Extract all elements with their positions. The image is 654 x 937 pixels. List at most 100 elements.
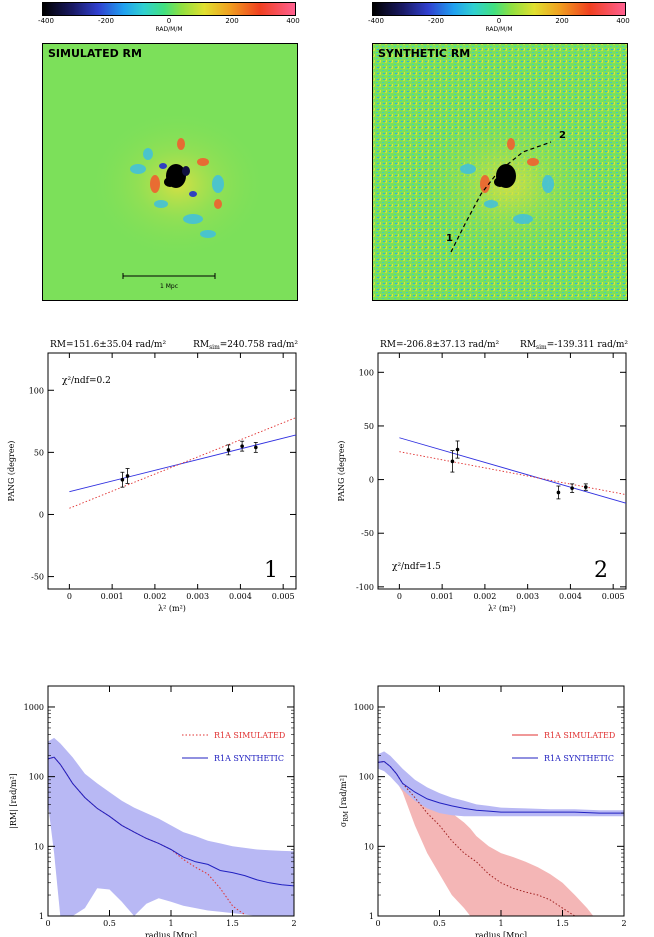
data-point <box>570 486 574 490</box>
spread-band <box>378 760 594 916</box>
header-rm-sim: RMsim=-139.311 rad/m² <box>520 340 628 351</box>
data-point <box>455 447 460 452</box>
colorbar-tick: -200 <box>428 17 444 25</box>
y-axis-label: |RM| [rad/m²] <box>9 773 18 829</box>
chi2-annotation: χ²/ndf=0.2 <box>62 376 111 386</box>
x-tick-label: 0 <box>375 919 380 928</box>
data-point <box>120 477 125 482</box>
path-marker-1: 1 <box>446 233 453 244</box>
y-tick-label: 1000 <box>24 703 44 712</box>
legend-label: R1A SIMULATED <box>544 731 615 740</box>
header-rm-sim-sub: sim <box>209 344 220 351</box>
x-tick-label: 1 <box>168 919 173 928</box>
x-tick-label: 0.5 <box>433 919 446 928</box>
data-point <box>556 490 561 495</box>
plot-frame <box>47 352 297 590</box>
rm-map-image <box>88 109 268 279</box>
spread-band <box>48 737 294 916</box>
y-axis-label-sub: RM <box>343 811 350 822</box>
x-tick-label: 0.002 <box>143 592 166 601</box>
y-axis-label: PANG (degree) <box>337 441 346 502</box>
y-tick-label: 1 <box>39 912 44 921</box>
map-synthetic-rm: SYNTHETIC RM 1 2 <box>372 43 628 301</box>
fit-line-solid <box>69 434 297 493</box>
series-line <box>47 756 295 887</box>
path-marker-2: 2 <box>559 130 566 141</box>
header-rm-sim-value: =-139.311 rad/m² <box>547 340 629 350</box>
legend-label: R1A SIMULATED <box>214 731 285 740</box>
y-axis-label-rest: [rad/m²] <box>339 775 348 811</box>
y-tick-label: -100 <box>356 583 374 592</box>
x-tick-label: 0.001 <box>101 592 124 601</box>
x-tick-label: 0.003 <box>186 592 209 601</box>
y-tick-label: 100 <box>359 368 374 377</box>
x-tick-label: 1 <box>498 919 503 928</box>
data-point <box>125 474 130 478</box>
header-rm-sim-main: RM <box>193 340 209 350</box>
colorbar-tick: 400 <box>286 17 300 25</box>
pang-vs-lambda-chart-2: RM=-206.8±37.13 rad/m² RMsim=-139.311 rad… <box>337 340 628 613</box>
fit-line-dotted <box>69 417 297 509</box>
colorbar-tick: 0 <box>166 17 172 25</box>
series-line <box>377 760 624 814</box>
colorbar-tick: -200 <box>98 17 114 25</box>
x-axis-label: radius [Mpc] <box>475 931 527 937</box>
legend-label: R1A SYNTHETIC <box>214 754 284 763</box>
data-point <box>254 445 258 450</box>
x-tick-label: 0 <box>397 592 402 601</box>
x-tick-label: 1.5 <box>556 919 569 928</box>
x-axis-label: λ² (m²) <box>158 604 186 613</box>
x-tick-label: 0.004 <box>229 592 252 601</box>
colorbar-label: RAD/M/M <box>155 26 183 33</box>
header-rm-sim-sub: sim <box>536 344 547 351</box>
x-tick-label: 0.002 <box>473 592 496 601</box>
colorbar-gradient <box>372 2 626 16</box>
x-tick-label: 0.5 <box>103 919 116 928</box>
header-rm-fit: RM=-206.8±37.13 rad/m² <box>380 340 500 350</box>
colorbar-tick: 0 <box>496 17 502 25</box>
colorbar-tick: 400 <box>616 17 630 25</box>
y-tick-label: 10 <box>34 842 44 851</box>
fit-line-dotted <box>399 451 627 496</box>
y-tick-label: 1000 <box>354 703 374 712</box>
colorbar-label: RAD/M/M <box>485 26 513 33</box>
header-rm-sim-main: RM <box>520 340 536 350</box>
x-tick-label: 2 <box>291 919 296 928</box>
panel-number: 2 <box>594 558 608 583</box>
x-tick-label: 1.5 <box>226 919 239 928</box>
y-tick-label: 50 <box>364 422 374 431</box>
header-rm-fit: RM=151.6±35.04 rad/m² <box>50 340 166 350</box>
x-tick-label: 0.005 <box>272 592 295 601</box>
y-tick-label: 10 <box>364 842 374 851</box>
x-tick-label: 0 <box>67 592 72 601</box>
colorbar-right: -400 -200 0 200 400 RAD/M/M <box>368 2 630 34</box>
colorbar-tick: -400 <box>38 17 54 25</box>
sigma-rm-profile-chart: 0 0.5 1 1.5 2 1 10 100 1000 radius [Mpc] σRM [rad/… <box>339 685 627 937</box>
chi2-annotation: χ²/ndf=1.5 <box>392 562 441 572</box>
colorbar-gradient <box>42 2 296 16</box>
colorbar-tick: 200 <box>225 17 239 25</box>
data-point <box>226 448 231 452</box>
rm-profile-chart: 0 0.5 1 1.5 2 1 10 100 1000 radius [Mpc] |RM| [rad… <box>9 685 297 937</box>
x-axis-label: λ² (m²) <box>488 604 516 613</box>
x-tick-label: 0.004 <box>559 592 582 601</box>
x-tick-label: 0.001 <box>431 592 454 601</box>
rm-map-image <box>373 44 627 300</box>
pang-vs-lambda-chart-1: RM=151.6±35.04 rad/m² RMsim=240.758 rad/m… <box>7 340 298 613</box>
y-tick-label: 100 <box>29 773 44 782</box>
y-tick-label: -50 <box>31 573 44 582</box>
x-tick-label: 2 <box>621 919 626 928</box>
y-axis-label: PANG (degree) <box>7 441 16 502</box>
x-tick-label: 0.003 <box>516 592 539 601</box>
panel-number: 1 <box>264 558 278 583</box>
y-axis-label: σRM [rad/m²] <box>339 775 350 827</box>
map-title: SYNTHETIC RM <box>378 47 471 60</box>
x-axis-label: radius [Mpc] <box>145 931 197 937</box>
map-title: SIMULATED RM <box>48 47 142 60</box>
map-simulated-rm: SIMULATED RM 1 Mpc <box>42 43 298 301</box>
x-tick-label: 0.005 <box>602 592 625 601</box>
data-point <box>584 485 588 489</box>
y-tick-label: 0 <box>369 476 374 485</box>
data-point <box>240 444 244 448</box>
y-tick-label: 100 <box>359 773 374 782</box>
